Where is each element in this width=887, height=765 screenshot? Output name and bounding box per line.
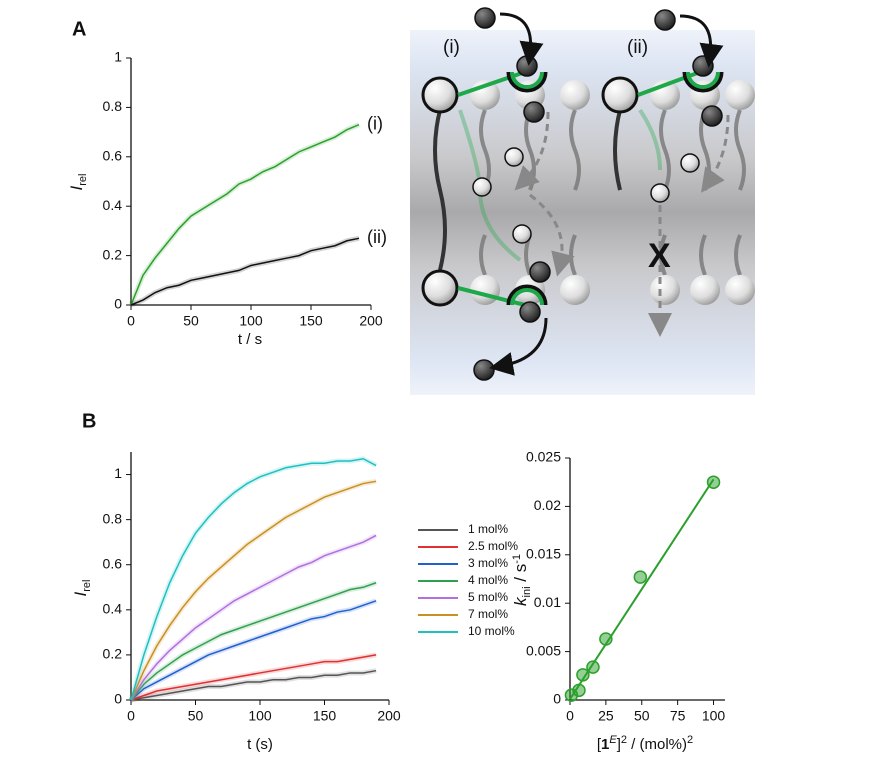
panel-label: A [72, 18, 86, 40]
y-tick-label: 0 [114, 296, 122, 312]
data-point [586, 660, 600, 674]
series-line [130, 237, 360, 306]
x-tick-label: 150 [299, 313, 323, 329]
data-point [576, 668, 590, 682]
y-tick-label: 0.02 [534, 497, 561, 513]
series-line [130, 534, 377, 701]
y-tick-label: 1 [114, 465, 122, 481]
y-tick-label: 0.8 [103, 98, 123, 114]
series-label: (i) [367, 113, 383, 133]
data-point [599, 632, 613, 646]
x-tick-label: 100 [248, 708, 272, 724]
legend-label: 7 mol% [468, 607, 508, 621]
legend-label: 4 mol% [468, 573, 508, 587]
x-tick-label: 0 [127, 708, 135, 724]
data-point [633, 570, 648, 584]
y-tick-label: 0.8 [103, 510, 123, 526]
y-tick-label: 0.005 [526, 642, 561, 658]
diagram-label: (ii) [627, 37, 648, 58]
legend-label: 5 mol% [468, 590, 508, 604]
x-tick-label: 50 [634, 708, 650, 724]
series-line [130, 600, 377, 701]
label-part: rel [77, 174, 89, 186]
x-tick-label: 50 [188, 708, 204, 724]
label-part: k [511, 596, 530, 606]
series-line [130, 582, 377, 701]
diagram-label: (i) [443, 37, 460, 58]
x-tick-label: 200 [359, 313, 383, 329]
y-tick-label: 0.6 [103, 148, 123, 164]
blocked-mark: X [648, 237, 671, 275]
y-tick-label: 0.2 [103, 246, 123, 262]
y-tick-label: 0.4 [103, 197, 123, 213]
x-tick-label: 100 [239, 313, 263, 329]
series-line [130, 654, 377, 701]
label-part: E [609, 734, 617, 746]
x-tick-label: 150 [313, 708, 337, 724]
x-axis-label: [1E]2 / (mol%)2 [597, 734, 693, 753]
label-part: 2 [621, 734, 627, 746]
label-part: I [71, 591, 90, 596]
x-tick-label: 100 [702, 708, 726, 724]
series-line [130, 457, 377, 701]
legend-label: 1 mol% [468, 522, 508, 536]
y-tick-label: 0.2 [103, 646, 123, 662]
y-tick-label: 0 [553, 691, 561, 707]
y-tick-label: 0.6 [103, 555, 123, 571]
legend-label: 10 mol% [468, 624, 515, 638]
y-tick-label: 0.015 [526, 546, 561, 562]
label-part: 1 [601, 736, 609, 753]
data-point [706, 475, 721, 489]
x-axis-label: t (s) [247, 736, 273, 753]
label-part: -1 [511, 554, 523, 564]
label-part: 2 [687, 734, 693, 746]
label-part: ] [617, 736, 621, 753]
x-tick-label: 0 [566, 708, 574, 724]
membrane-diagram: (i) (ii) X [410, 7, 755, 395]
y-axis-label: Irel [67, 174, 88, 191]
x-tick-label: 75 [670, 708, 686, 724]
series-band [128, 122, 360, 306]
series-label: (ii) [367, 227, 387, 247]
y-tick-label: 0.01 [534, 594, 561, 610]
x-tick-label: 0 [127, 313, 135, 329]
legend-label: 3 mol% [468, 556, 508, 570]
label-part: [ [597, 736, 602, 753]
series-line [130, 123, 360, 306]
y-axis-label: Irel [71, 580, 92, 597]
label-part: rel [81, 580, 93, 592]
x-tick-label: 25 [598, 708, 614, 724]
y-tick-label: 1 [114, 49, 122, 65]
label-part: / s [511, 564, 530, 587]
legend-label: 2.5 mol% [468, 539, 518, 553]
data-point [572, 683, 586, 698]
panel-label: B [82, 410, 96, 432]
y-tick-label: 0 [114, 691, 122, 707]
y-tick-label: 0.4 [103, 601, 123, 617]
x-tick-label: 200 [377, 708, 401, 724]
x-axis-label: t / s [238, 331, 262, 348]
y-axis-label: kini / s-1 [511, 554, 533, 606]
label-part: ini [521, 586, 533, 597]
label-part: / (mol%) [627, 736, 687, 753]
label-part: I [67, 185, 86, 190]
y-tick-label: 0.025 [526, 449, 561, 465]
x-tick-label: 50 [183, 313, 199, 329]
series-line [130, 669, 377, 701]
series-line [130, 480, 377, 701]
